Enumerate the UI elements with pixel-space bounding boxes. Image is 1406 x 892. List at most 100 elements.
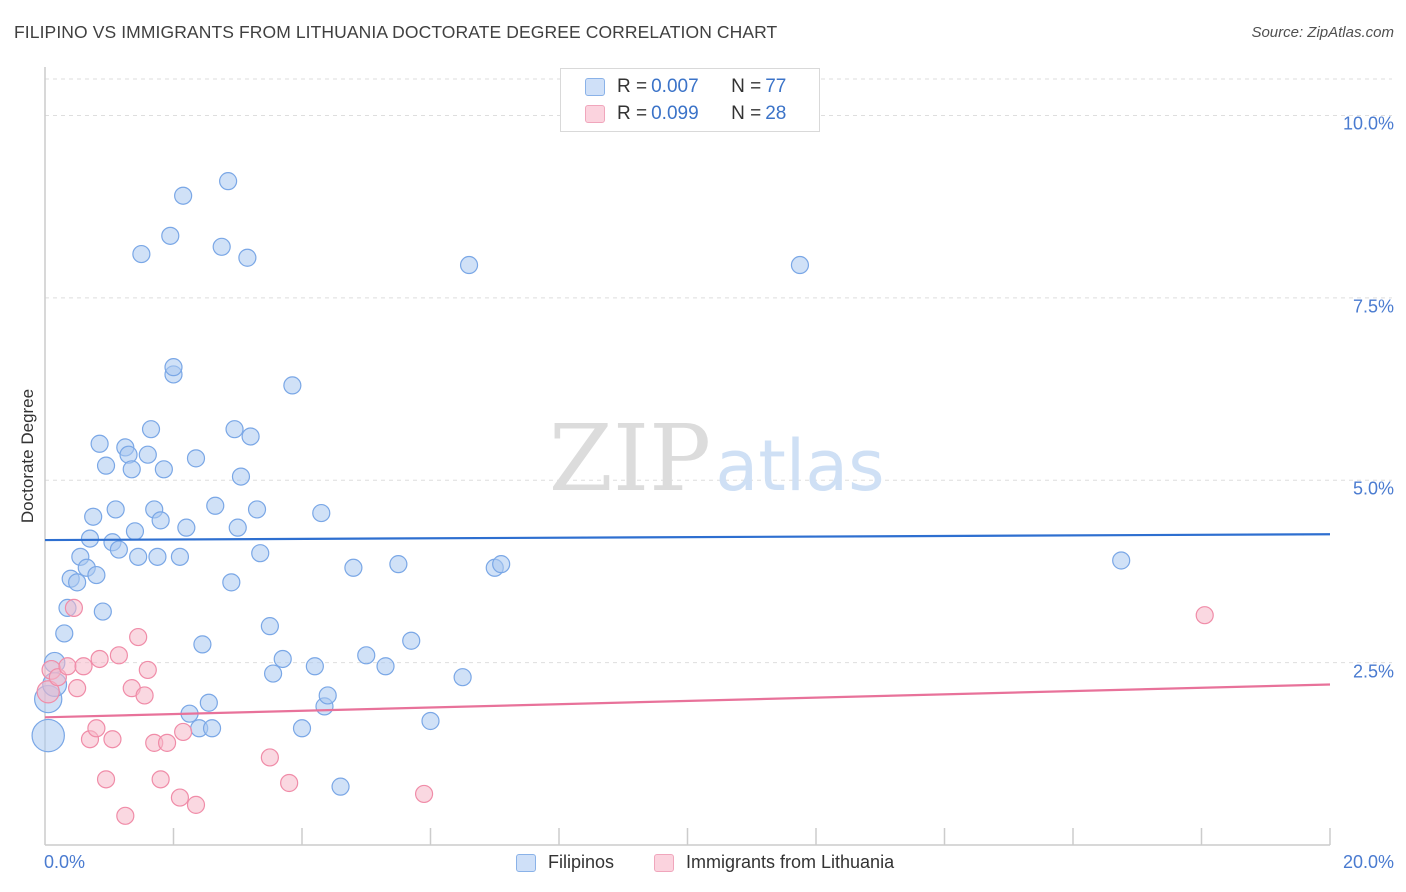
series-filipinos bbox=[31, 172, 1131, 796]
point-filipinos bbox=[202, 719, 222, 738]
point-filipinos bbox=[68, 573, 87, 592]
point-filipinos bbox=[790, 255, 810, 275]
point-lithuania bbox=[174, 722, 193, 742]
point-filipinos bbox=[247, 500, 267, 519]
trend-lines bbox=[44, 533, 1331, 719]
legend-swatch-lithuania bbox=[654, 853, 674, 872]
point-filipinos bbox=[106, 500, 125, 519]
legend-series: Filipinos Immigrants from Lithuania bbox=[0, 852, 1406, 878]
point-filipinos bbox=[260, 617, 279, 636]
point-filipinos bbox=[492, 555, 511, 574]
point-lithuania bbox=[116, 806, 135, 825]
trend-line-lithuania bbox=[44, 683, 1331, 719]
y-tick-label: 10.0% bbox=[1342, 113, 1394, 134]
legend-item-filipinos: Filipinos bbox=[516, 852, 614, 873]
legend-label-lithuania: Immigrants from Lithuania bbox=[686, 852, 895, 872]
legend-swatch-filipinos bbox=[585, 78, 605, 96]
point-filipinos bbox=[151, 511, 170, 530]
series-lithuania bbox=[36, 598, 1214, 825]
point-filipinos bbox=[129, 547, 148, 566]
x-tick-label-max: 20.0% bbox=[1342, 852, 1394, 872]
legend-n-value: 28 bbox=[765, 103, 787, 124]
point-filipinos bbox=[96, 456, 116, 475]
point-filipinos bbox=[222, 573, 241, 592]
point-filipinos bbox=[228, 518, 247, 537]
point-filipinos bbox=[109, 540, 128, 559]
point-filipinos bbox=[122, 460, 141, 479]
point-filipinos bbox=[164, 358, 183, 377]
point-filipinos bbox=[55, 624, 74, 643]
point-filipinos bbox=[263, 664, 283, 683]
point-filipinos bbox=[241, 427, 260, 446]
watermark-atlas: atlas bbox=[715, 425, 884, 507]
point-lithuania bbox=[151, 770, 170, 789]
point-filipinos bbox=[273, 649, 292, 669]
legend-row-lithuania: R = 0.099 N = 28 bbox=[585, 102, 786, 126]
point-lithuania bbox=[170, 788, 190, 807]
legend-item-lithuania: Immigrants from Lithuania bbox=[654, 852, 894, 873]
point-filipinos bbox=[212, 237, 231, 256]
y-tick-label: 2.5% bbox=[1352, 661, 1394, 682]
point-lithuania bbox=[96, 770, 116, 789]
legend-swatch-lithuania bbox=[585, 105, 605, 123]
point-filipinos bbox=[199, 693, 218, 712]
point-filipinos bbox=[1112, 551, 1131, 570]
point-filipinos bbox=[292, 719, 312, 738]
point-lithuania bbox=[1195, 606, 1214, 625]
point-filipinos bbox=[84, 507, 103, 526]
point-filipinos bbox=[402, 631, 421, 650]
gridlines bbox=[45, 78, 1392, 664]
legend-label-filipinos: Filipinos bbox=[548, 852, 615, 872]
y-tick-label: 5.0% bbox=[1352, 478, 1394, 499]
point-filipinos bbox=[305, 657, 324, 676]
point-filipinos bbox=[31, 718, 65, 753]
point-filipinos bbox=[421, 711, 440, 731]
point-filipinos bbox=[186, 449, 206, 468]
legend-r-label: R = bbox=[617, 103, 648, 124]
point-lithuania bbox=[280, 773, 299, 793]
point-filipinos bbox=[312, 503, 331, 523]
point-filipinos bbox=[238, 248, 257, 267]
point-filipinos bbox=[376, 657, 395, 676]
point-filipinos bbox=[125, 522, 145, 541]
x-tick-label-min: 0.0% bbox=[44, 852, 86, 872]
point-filipinos bbox=[219, 172, 238, 191]
legend-swatch-filipinos bbox=[516, 853, 536, 872]
point-filipinos bbox=[93, 602, 112, 621]
point-lithuania bbox=[68, 679, 87, 698]
point-filipinos bbox=[459, 255, 479, 275]
point-lithuania bbox=[157, 733, 177, 752]
y-tick-label: 7.5% bbox=[1352, 296, 1394, 317]
point-lithuania bbox=[58, 657, 77, 676]
legend-r-value: 0.007 bbox=[651, 76, 699, 97]
point-filipinos bbox=[177, 518, 196, 537]
point-filipinos bbox=[193, 635, 212, 654]
point-filipinos bbox=[170, 547, 190, 566]
point-lithuania bbox=[87, 719, 106, 738]
point-lithuania bbox=[135, 686, 154, 705]
point-filipinos bbox=[132, 244, 151, 264]
point-filipinos bbox=[318, 686, 337, 705]
point-lithuania bbox=[103, 730, 122, 749]
point-filipinos bbox=[331, 777, 350, 796]
point-filipinos bbox=[453, 668, 472, 687]
point-lithuania bbox=[260, 748, 279, 767]
trend-line-filipinos bbox=[44, 533, 1331, 542]
point-filipinos bbox=[357, 646, 376, 665]
chart-source: Source: ZipAtlas.com bbox=[1251, 24, 1394, 41]
point-filipinos bbox=[141, 420, 161, 439]
point-lithuania bbox=[138, 660, 157, 680]
point-filipinos bbox=[148, 547, 167, 566]
point-filipinos bbox=[231, 467, 251, 486]
legend-n-label: N = bbox=[731, 103, 762, 124]
point-filipinos bbox=[154, 460, 173, 479]
point-filipinos bbox=[283, 376, 302, 395]
point-lithuania bbox=[414, 784, 434, 804]
point-lithuania bbox=[90, 649, 109, 669]
point-lithuania bbox=[64, 598, 84, 618]
point-filipinos bbox=[225, 420, 244, 439]
point-lithuania bbox=[36, 680, 60, 704]
point-lithuania bbox=[129, 627, 148, 647]
legend-stats: R = 0.007 N = 77 R = 0.099 N = 28 bbox=[560, 68, 820, 132]
chart-title: FILIPINO VS IMMIGRANTS FROM LITHUANIA DO… bbox=[14, 22, 778, 42]
